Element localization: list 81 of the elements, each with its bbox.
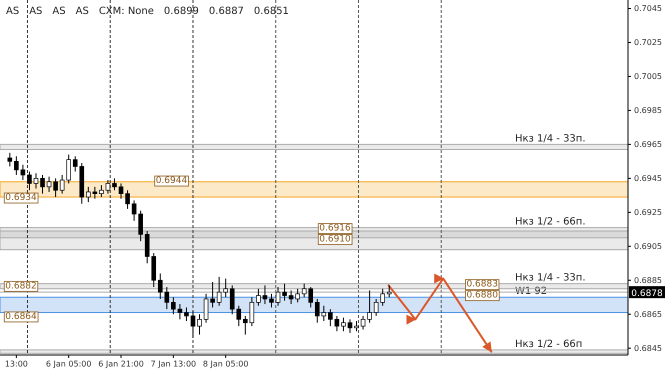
candlestick — [328, 308, 333, 327]
y-tick-label: 0.6985 — [634, 106, 662, 115]
annotation: 0.6934 — [5, 193, 38, 204]
candlestick — [367, 290, 372, 324]
candlestick — [204, 293, 208, 324]
annotation: AS — [29, 6, 42, 17]
candlestick — [72, 156, 78, 172]
annotation: 0.6899 — [164, 6, 199, 17]
y-tick-label: 0.6965 — [634, 140, 662, 149]
candlestick — [282, 283, 287, 302]
candlestick — [256, 288, 261, 306]
annotation: AS — [52, 6, 66, 17]
candlestick — [8, 152, 12, 167]
annotation: 0.6882 — [5, 281, 37, 292]
annotation: AS — [6, 6, 20, 17]
candlestick — [314, 298, 320, 324]
candlestick — [230, 284, 235, 315]
annotation: 0.6916 — [319, 224, 352, 234]
y-tick-label: 0.6845 — [634, 344, 662, 353]
candlestick — [302, 283, 306, 298]
candlestick — [360, 315, 366, 330]
candlestick — [171, 296, 176, 315]
ref-line-label: 0.6878 — [631, 289, 664, 300]
candlestick — [164, 286, 170, 310]
candlestick — [223, 278, 228, 298]
y-tick-label: 0.7045 — [634, 4, 662, 14]
candlestick — [46, 176, 52, 192]
x-tick-label: 8 Jan 05:00 — [202, 360, 248, 369]
candlestick — [295, 288, 300, 303]
candlestick — [20, 164, 26, 181]
candlestick — [158, 272, 163, 300]
band-label: Нкз 1/4 - 33п. — [514, 272, 586, 284]
candlestick — [151, 252, 156, 288]
candlestick — [53, 178, 58, 198]
y-tick-label: 0.6905 — [634, 242, 662, 251]
candlestick — [216, 276, 222, 306]
annotation: CXM: None — [98, 6, 154, 17]
band-label: Нкз 1/4 - 33п. — [514, 133, 586, 144]
annotation: 0.6851 — [254, 6, 289, 17]
candlestick — [288, 290, 294, 305]
y-tick-label: 0.6945 — [634, 174, 662, 183]
candlestick — [262, 284, 268, 305]
annotation: 0.6880 — [466, 290, 498, 301]
candlestick — [374, 298, 378, 316]
annotation: 0.6944 — [156, 176, 188, 186]
y-tick-label: 0.6885 — [634, 276, 662, 285]
annotation: 0.6910 — [319, 234, 352, 245]
x-tick-label: 13:00 — [4, 360, 28, 369]
x-tick-label: 6 Jan 21:00 — [98, 360, 144, 369]
candlestick — [380, 288, 385, 306]
candlestick — [60, 174, 64, 194]
y-tick-label: 0.6925 — [634, 208, 662, 217]
candlestick — [138, 210, 143, 242]
candlestick — [210, 281, 215, 308]
candlestick — [92, 186, 98, 200]
candlestick — [236, 305, 242, 327]
band-label: Нкз 1/2 - 66п — [514, 338, 582, 350]
candlestick — [132, 200, 136, 222]
candlestick — [14, 156, 19, 176]
candlestick — [125, 190, 130, 210]
annotation: AS — [76, 6, 89, 17]
candlestick — [86, 186, 91, 203]
candlestick — [178, 304, 182, 320]
x-tick-label: 7 Jan 13:00 — [150, 360, 196, 369]
candlestick — [243, 315, 248, 336]
candlestick — [99, 184, 104, 198]
annotation: 0.6883 — [466, 280, 498, 290]
candlestick — [308, 286, 314, 308]
annotation: 0.6864 — [5, 312, 38, 322]
y-tick-label: 0.7025 — [634, 38, 662, 48]
x-tick-label: 6 Jan 05:00 — [46, 360, 92, 369]
candlestick — [66, 154, 71, 184]
candlestick — [341, 317, 346, 332]
band-label: Нкз 1/2 - 66п. — [514, 216, 586, 228]
candlestick — [322, 305, 326, 322]
candlestick — [334, 315, 340, 332]
candlestick — [250, 296, 254, 327]
y-tick-label: 0.7005 — [634, 72, 662, 81]
y-tick-label: 0.6865 — [634, 310, 662, 319]
annotation: 0.6887 — [208, 6, 244, 17]
candlestick — [144, 230, 150, 264]
